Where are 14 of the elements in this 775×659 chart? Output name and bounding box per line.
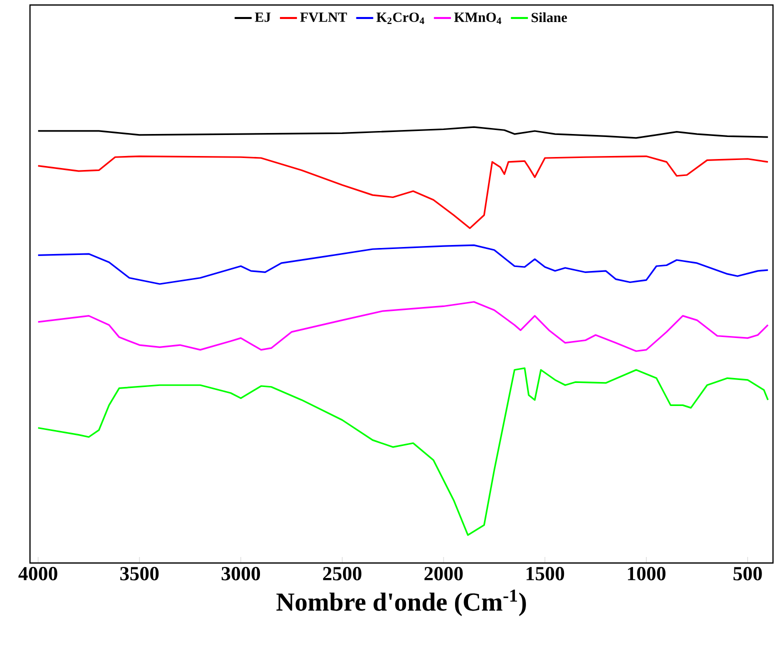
x-tick-label: 3000: [222, 566, 260, 580]
x-tick-label: 2000: [424, 566, 463, 580]
legend-label: FVLNT: [300, 12, 347, 22]
legend-label: Silane: [532, 12, 567, 22]
x-tick-label: 500: [734, 566, 762, 580]
legend-label: EJ: [254, 12, 271, 22]
x-axis-title: Nombre d'onde (Cm$^{-1}$): [276, 590, 526, 616]
x-tick-label: 1500: [526, 566, 564, 580]
x-tick-label: 3500: [120, 566, 159, 580]
x-tick-label: 2500: [323, 566, 362, 580]
x-tick-label: 4000: [18, 566, 58, 580]
legend-label: KMnO$_{4}$: [454, 12, 502, 24]
x-tick-label: 1000: [628, 566, 666, 580]
legend-label: K$_{2}$CrO$_{4}$: [376, 12, 424, 24]
